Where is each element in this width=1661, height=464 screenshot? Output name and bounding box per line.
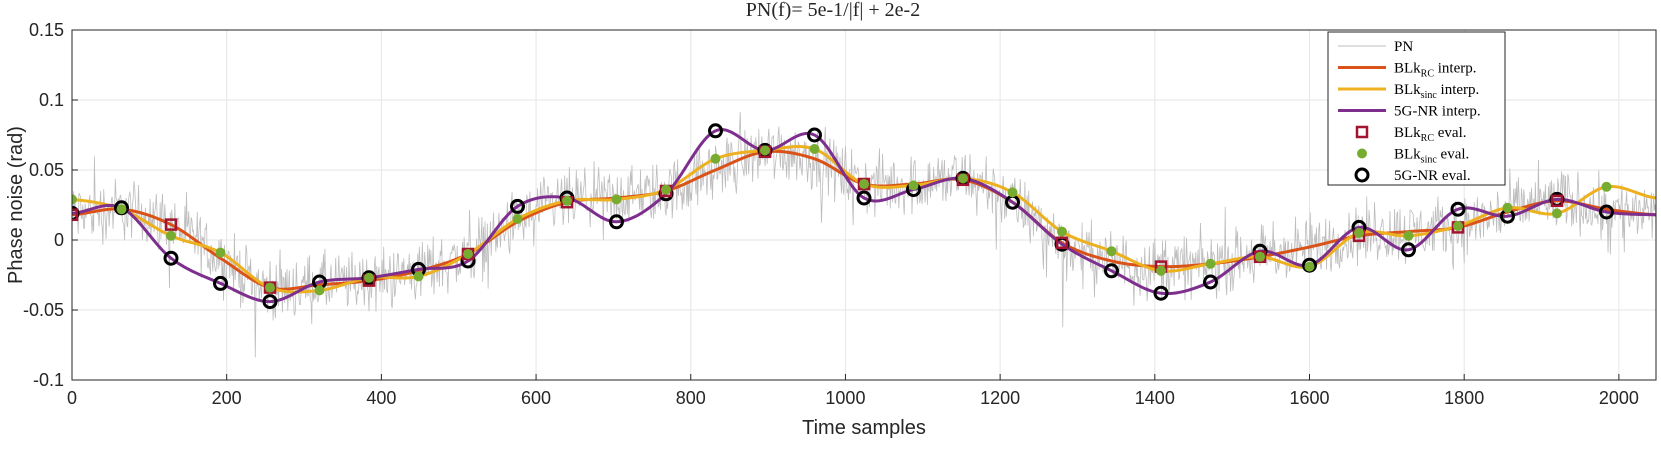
x-tick-label: 1400 [1135,388,1175,408]
x-tick-label: 1000 [825,388,865,408]
nr-eval-marker [163,250,179,266]
x-tick-label: 600 [521,388,551,408]
sinc-eval-marker [760,145,770,156]
sinc-eval-marker [265,282,275,293]
y-tick-label: -0.05 [23,300,64,320]
nr-eval-marker [856,190,872,206]
sinc-eval-marker [958,173,968,184]
nr-eval-marker [1401,242,1416,258]
nr-eval-marker [213,275,228,291]
rc-eval-marker [1055,236,1069,250]
x-tick-label: 1600 [1289,388,1329,408]
legend-entry-rc_marker: BLkRC eval. [1394,125,1467,144]
chart-title: PN(f)= 5e-1/|f| + 2e-2 [746,0,920,21]
nr-eval-marker [1153,285,1169,301]
y-axis: -0.1 -0.05 0 0.05 0.1 0.15 [23,20,78,390]
rc-eval-marker [164,218,178,231]
legend-sinc-marker [1357,148,1367,159]
y-axis-label: Phase noise (rad) [5,126,27,284]
legend-rc-marker [1355,125,1369,139]
sinc-eval-marker [562,195,572,206]
sinc-eval-marker [413,271,424,282]
sinc-eval-marker [72,194,77,205]
sinc-eval-marker [710,153,721,164]
x-tick-label: 1200 [980,388,1020,408]
x-tick-label: 1800 [1444,388,1484,408]
sinc-eval-marker [1255,251,1265,262]
rc-eval-marker [1550,194,1564,208]
legend-entry-sinc: BLksinc interp. [1394,82,1479,101]
sinc-eval-marker [1304,261,1315,272]
sinc-eval-marker [1354,228,1364,238]
sinc-eval-marker [1403,230,1414,241]
y-tick-label: -0.1 [33,370,64,390]
sinc-eval-marker [364,272,374,283]
nr-eval-marker [1450,201,1466,217]
y-tick-label: 0.15 [29,20,64,40]
nr-eval-marker [1203,274,1218,290]
nr-interp-line [72,128,1656,304]
legend-entry-rc: BLkRC interp. [1394,61,1477,80]
legend-nr-marker [1354,167,1370,183]
legend-box [1327,31,1506,186]
y-tick-label: 0.1 [39,90,64,110]
sinc-eval-marker [1007,187,1018,198]
axes-box [71,29,1657,381]
nr-eval-marker [609,214,624,230]
nr-eval-marker [807,127,822,143]
legend-entry-nr: 5G-NR interp. [1394,104,1481,120]
sinc-eval-marker [1057,226,1067,237]
x-tick-label: 800 [676,388,706,408]
legend-entry-pn: PN [1394,39,1413,55]
sinc-eval-marker [215,247,226,258]
nr-eval-marker [510,198,525,214]
x-tick-label: 2000 [1599,388,1639,408]
sinc-eval-marker [463,249,473,259]
rc-eval-marker [72,208,79,222]
sinc-eval-marker [859,179,869,189]
sinc-eval-marker [1502,202,1513,213]
legend-entry-nr_marker: 5G-NR eval. [1394,168,1471,184]
sinc-eval-marker [908,180,919,191]
sinc-eval-marker [1156,265,1166,276]
x-tick-label: 400 [366,388,396,408]
sinc-eval-marker [1106,246,1117,257]
sinc-eval-marker [166,230,176,241]
sinc-eval-marker [314,285,325,296]
x-axis-label: Time samples [802,417,926,439]
nr-eval-marker [262,294,278,310]
legend: PN BLkRC interp. BLksinc interp. 5G-NR inte… [1327,31,1506,186]
x-tick-label: 0 [67,388,77,408]
nr-eval-marker [708,123,723,139]
sinc-eval-marker [1552,208,1562,219]
y-tick-label: 0.05 [29,160,64,180]
legend-entry-sinc_marker: BLksinc eval. [1394,147,1469,166]
y-tick-label: 0 [54,230,64,250]
plot-area [72,111,1656,358]
sinc-eval-marker [1601,181,1612,192]
sinc-eval-marker [116,204,127,215]
sinc-eval-marker [809,144,820,154]
sinc-eval-marker [1453,221,1463,231]
nr-eval-marker [1599,204,1614,220]
sinc-eval-marker [512,214,523,224]
x-tick-label: 200 [212,388,242,408]
x-axis: 0 200 400 600 800 1000 1200 1400 1600 1800 2000 [67,374,1639,408]
sinc-eval-marker [1205,258,1216,269]
sinc-eval-marker [661,184,671,195]
nr-eval-marker [1104,263,1119,279]
sinc-eval-marker [611,194,622,205]
